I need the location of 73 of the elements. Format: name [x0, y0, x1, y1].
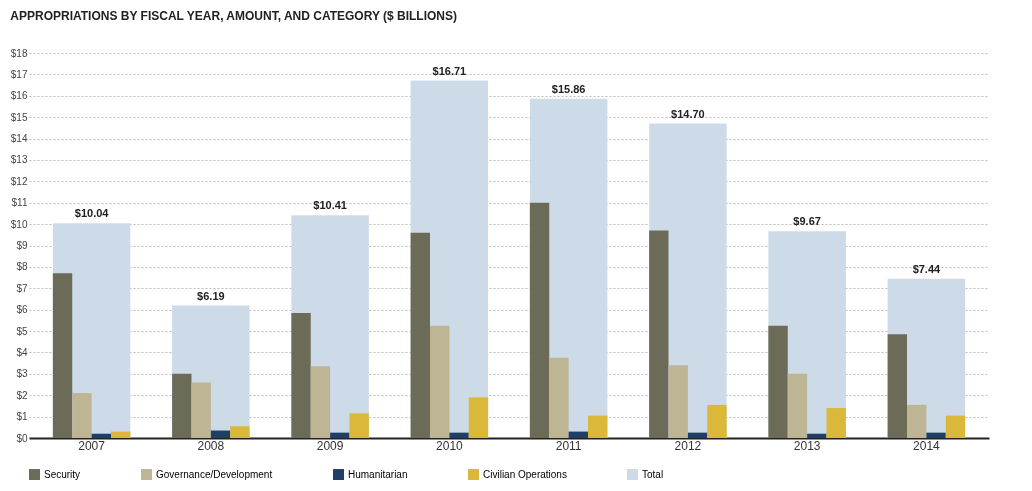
data-label: $16.71 — [432, 64, 467, 77]
y-tick-label: $9 — [16, 240, 28, 251]
legend-label: Governance/Development — [156, 468, 273, 480]
bar — [410, 232, 430, 438]
y-tick-label: $18 — [10, 47, 28, 59]
data-label: $10.04 — [74, 207, 110, 220]
y-tick-label: $3 — [16, 368, 28, 380]
x-tick-label: 2012 — [674, 438, 702, 453]
bar — [787, 373, 808, 438]
bar — [529, 202, 550, 438]
bar — [191, 382, 211, 438]
chart-title: APPROPRIATIONS BY FISCAL YEAR, AMOUNT, AND CATEGORY ($ BILLIONS) — [10, 9, 458, 23]
data-label: $15.86 — [551, 82, 586, 95]
y-tick-label: $13 — [10, 154, 28, 166]
legend-label: Civilian Operations — [483, 468, 567, 480]
bar — [549, 357, 569, 438]
bar — [649, 230, 669, 438]
x-tick-label: 2014 — [913, 438, 941, 453]
y-tick-label: $17 — [10, 68, 28, 80]
bar — [687, 432, 708, 438]
data-label: $14.70 — [671, 107, 705, 120]
bar — [91, 433, 111, 438]
bar — [210, 430, 231, 438]
bar — [926, 432, 946, 438]
y-tick-label: $6 — [16, 304, 28, 316]
data-label: $6.19 — [197, 289, 225, 302]
bar — [291, 312, 311, 438]
bar — [887, 334, 908, 438]
bar — [807, 433, 827, 438]
bar — [707, 404, 727, 438]
bar — [330, 432, 350, 438]
bar — [768, 325, 788, 438]
data-label: $7.44 — [912, 262, 942, 275]
bar — [230, 426, 250, 438]
bar — [429, 325, 450, 438]
bar — [349, 413, 369, 438]
legend-label: Humanitarian — [348, 468, 408, 480]
data-label: $9.67 — [793, 215, 821, 228]
legend-label: Security — [44, 468, 81, 480]
y-tick-label: $1 — [16, 411, 28, 423]
y-tick-label: $16 — [10, 90, 28, 102]
y-tick-label: $15 — [10, 111, 28, 123]
bar — [907, 404, 927, 438]
bar — [310, 366, 331, 438]
bar — [588, 415, 608, 438]
bar — [449, 432, 469, 438]
legend-label: Total — [642, 468, 664, 480]
y-tick-label: $8 — [16, 261, 28, 273]
y-tick-label: $10 — [10, 218, 28, 230]
y-tick-label: $2 — [16, 389, 28, 401]
bar — [826, 408, 846, 438]
x-tick-label: 2008 — [197, 438, 225, 453]
y-tick-label: $11 — [11, 197, 28, 209]
y-tick-label: $5 — [16, 325, 28, 337]
y-tick-label: $4 — [16, 346, 28, 358]
bar — [468, 397, 489, 438]
y-tick-label: $0 — [16, 432, 28, 444]
bar — [72, 393, 92, 438]
bar — [110, 431, 131, 438]
bar — [945, 415, 966, 438]
y-tick-label: $12 — [10, 175, 28, 187]
bar — [568, 431, 589, 438]
bar — [668, 365, 688, 438]
x-tick-label: 2011 — [555, 438, 582, 453]
x-tick-label: 2013 — [793, 438, 821, 453]
x-tick-label: 2009 — [316, 438, 344, 453]
x-tick-label: 2007 — [78, 438, 106, 453]
x-tick-label: 2010 — [436, 438, 464, 453]
y-tick-label: $7 — [16, 282, 28, 294]
y-tick-label: $14 — [10, 133, 28, 145]
data-label: $10.41 — [313, 199, 347, 212]
bar — [172, 373, 192, 438]
bar — [52, 273, 73, 438]
